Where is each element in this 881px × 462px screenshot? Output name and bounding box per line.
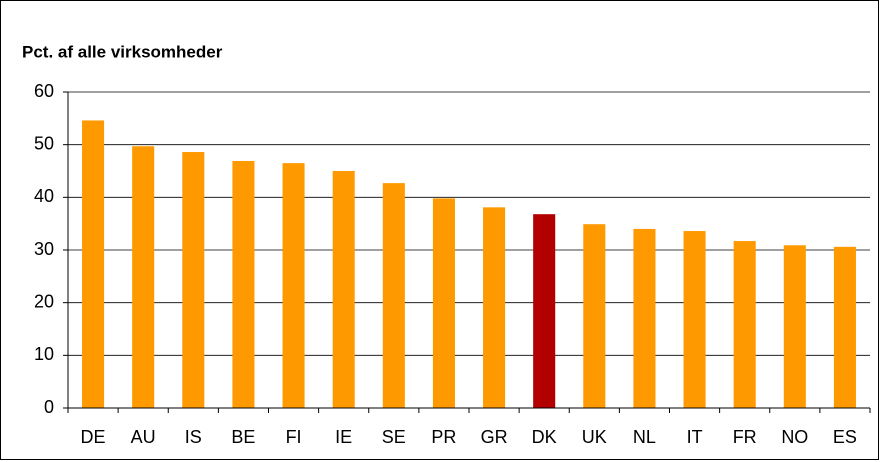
bar [182, 152, 205, 408]
bar [633, 228, 656, 408]
x-tick-label: IE [335, 427, 352, 447]
bar [332, 171, 355, 408]
x-tick-label: NL [633, 427, 656, 447]
bar [833, 246, 856, 408]
x-tick-label: UK [582, 427, 607, 447]
bar [282, 163, 305, 408]
y-tick-label: 10 [34, 344, 54, 364]
y-tick-label: 40 [34, 186, 54, 206]
x-tick-label: FI [286, 427, 302, 447]
x-tick-label: AU [131, 427, 156, 447]
bar [483, 207, 506, 408]
x-tick-label: IS [185, 427, 202, 447]
bar [432, 198, 455, 408]
bar [82, 120, 105, 408]
x-tick-label: ES [833, 427, 857, 447]
x-tick-label: FR [733, 427, 757, 447]
x-tick-label: IT [687, 427, 703, 447]
chart-title: Pct. af alle virksomheder [22, 42, 223, 61]
bar [783, 245, 806, 408]
bar [232, 160, 255, 408]
y-tick-label: 0 [44, 397, 54, 417]
y-tick-label: 20 [34, 291, 54, 311]
x-tick-label: DK [532, 427, 557, 447]
x-tick-label: SE [382, 427, 406, 447]
x-tick-label: DE [81, 427, 106, 447]
y-tick-label: 60 [34, 81, 54, 101]
y-tick-label: 30 [34, 239, 54, 259]
x-tick-label: GR [481, 427, 508, 447]
y-tick-label: 50 [34, 133, 54, 153]
x-tick-label: BE [231, 427, 255, 447]
bar [683, 231, 706, 408]
bar [382, 183, 405, 408]
bar [733, 241, 756, 408]
x-tick-label: NO [781, 427, 808, 447]
bar [132, 146, 155, 408]
bar [583, 224, 606, 408]
x-tick-label: PR [431, 427, 456, 447]
bar [533, 214, 556, 408]
